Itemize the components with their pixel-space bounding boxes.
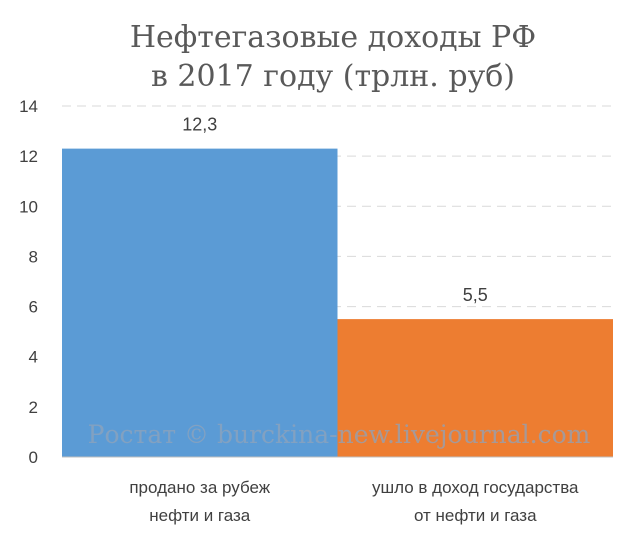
watermark-text: Ростат © burckina-new.livejournal.com [88,420,591,449]
y-tick-label: 0 [29,448,38,467]
bars [62,148,613,457]
category-label: нефти и газа [149,506,251,525]
category-label: от нефти и газа [414,506,537,525]
chart-title-line-1: Нефтегазовые доходы РФ [130,20,536,55]
bar [62,148,338,457]
bar [337,319,613,457]
y-axis-tick-labels: 0 2 4 6 8 10 12 14 [19,97,38,467]
y-tick-label: 2 [29,398,38,417]
y-tick-label: 8 [29,247,38,266]
category-labels: продано за рубеж нефти и газа ушло в доход… [129,478,579,525]
chart-title-line-2: в 2017 году (трлн. руб) [151,59,515,94]
y-tick-label: 6 [29,298,38,317]
data-label: 12,3 [182,115,217,135]
y-tick-label: 12 [19,147,38,166]
data-label: 5,5 [463,285,488,305]
category-label: ушло в доход государства [372,478,579,497]
category-label: продано за рубеж [129,478,270,497]
y-tick-label: 4 [29,348,38,367]
y-tick-label: 10 [19,197,38,216]
data-labels: 12,3 5,5 [182,115,488,305]
chart-title: Нефтегазовые доходы РФ в 2017 году (трлн… [130,20,536,94]
y-tick-label: 14 [19,97,38,116]
